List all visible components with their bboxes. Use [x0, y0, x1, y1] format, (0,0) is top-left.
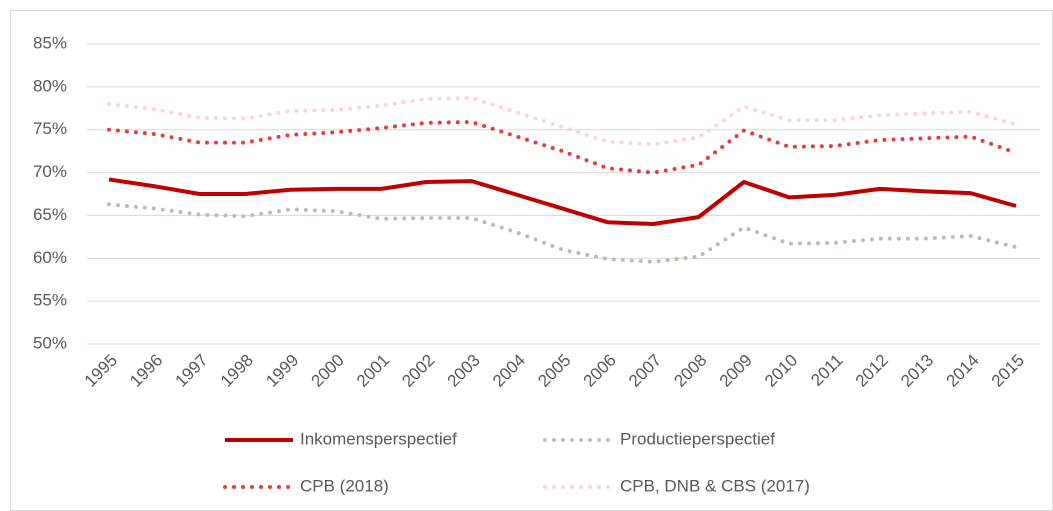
y-tick-label: 80%	[33, 76, 67, 95]
y-tick-label: 55%	[33, 291, 67, 310]
legend-label: Inkomensperspectief	[300, 429, 457, 448]
series-line	[107, 95, 1018, 147]
legend-label: CPB, DNB & CBS (2017)	[620, 476, 810, 495]
y-tick-label: 75%	[33, 119, 67, 138]
y-tick-label: 70%	[33, 162, 67, 181]
chart-frame	[10, 10, 1053, 511]
series-line	[107, 119, 1018, 175]
legend-label: CPB (2018)	[300, 476, 389, 495]
series-line	[108, 177, 1017, 226]
y-tick-label: 85%	[33, 33, 67, 52]
series-line	[107, 202, 1018, 264]
y-tick-label: 65%	[33, 205, 67, 224]
y-tick-label: 60%	[33, 248, 67, 267]
legend-label: Productieperspectief	[620, 429, 775, 448]
y-tick-label: 50%	[33, 333, 67, 352]
